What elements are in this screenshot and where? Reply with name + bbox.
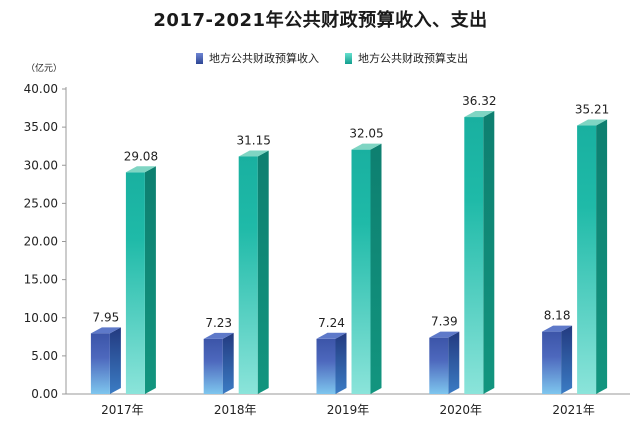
expenditure-bar-3-value-label: 32.05 xyxy=(349,127,383,141)
income-bar-2-value-label: 7.23 xyxy=(205,316,232,330)
expenditure-bar-5-front xyxy=(577,125,597,395)
y-tick-label: 40.00 xyxy=(24,82,58,96)
expenditure-bar-4-value-label: 36.32 xyxy=(462,94,496,108)
income-bar-2 xyxy=(203,332,234,394)
expenditure-bar-5 xyxy=(577,119,608,395)
income-bar-3-top xyxy=(316,332,347,339)
expenditure-bar-3-front xyxy=(351,149,371,394)
y-tick-label: 25.00 xyxy=(24,196,58,210)
income-bar-4-front xyxy=(429,337,449,394)
x-tick-label: 2019年 xyxy=(327,403,370,417)
x-tick-label: 2020年 xyxy=(440,403,483,417)
expenditure-bar-1-side xyxy=(144,166,156,394)
legend-swatch-income xyxy=(196,52,203,64)
expenditure-bar-2-value-label: 31.15 xyxy=(237,133,271,147)
expenditure-bar-4 xyxy=(464,111,495,394)
income-bar-4-side xyxy=(448,331,460,394)
expenditure-bar-2-top xyxy=(238,150,269,157)
legend-item-income: 地方公共财政预算收入 xyxy=(196,50,319,66)
income-bar-3-front xyxy=(316,338,336,394)
expenditure-bar-2-side xyxy=(257,150,269,394)
income-bar-1-front xyxy=(90,333,110,394)
x-tick-label: 2021年 xyxy=(552,403,595,417)
legend-item-expenditure: 地方公共财政预算支出 xyxy=(345,50,468,66)
income-bar-5-side xyxy=(561,325,573,394)
expenditure-bar-4-top xyxy=(464,111,495,118)
chart-title: 2017-2021年公共财政预算收入、支出 xyxy=(153,10,488,31)
expenditure-bar-3-side xyxy=(370,143,382,394)
x-tick-label: 2017年 xyxy=(101,403,144,417)
income-bar-4-top xyxy=(429,331,460,338)
y-tick-label: 35.00 xyxy=(24,120,58,134)
y-tick-label: 30.00 xyxy=(24,158,58,172)
expenditure-bar-1-front xyxy=(125,172,145,394)
income-bar-2-side xyxy=(222,332,234,394)
y-tick-label: 5.00 xyxy=(31,349,58,363)
income-bar-1-side xyxy=(109,327,121,394)
legend-label-income: 地方公共财政预算收入 xyxy=(209,52,319,65)
expenditure-bar-1-top xyxy=(125,166,156,173)
legend-swatch-expenditure xyxy=(345,52,352,64)
income-bar-4 xyxy=(429,331,460,394)
expenditure-bar-5-value-label: 35.21 xyxy=(575,103,609,117)
legend: 地方公共财政预算收入 地方公共财政预算支出 xyxy=(196,50,468,66)
income-bar-3-value-label: 7.24 xyxy=(318,316,345,330)
expenditure-bar-5-top xyxy=(577,119,608,126)
income-bar-3 xyxy=(316,332,347,394)
income-bar-5-front xyxy=(542,331,562,394)
legend-label-expenditure: 地方公共财政预算支出 xyxy=(358,52,468,65)
expenditure-bar-4-side xyxy=(483,111,495,394)
income-bar-5 xyxy=(542,325,573,394)
income-bar-1 xyxy=(90,327,121,394)
expenditure-bar-3-top xyxy=(351,143,382,150)
y-tick-label: 0.00 xyxy=(31,387,58,401)
y-tick-label: 10.00 xyxy=(24,311,58,325)
expenditure-bar-4-front xyxy=(464,117,484,394)
income-bar-2-front xyxy=(203,338,223,394)
y-tick-label: 20.00 xyxy=(24,235,58,249)
expenditure-bar-5-side xyxy=(596,119,608,395)
income-bar-2-top xyxy=(203,332,234,339)
expenditure-bar-3 xyxy=(351,143,382,394)
y-tick-label: 15.00 xyxy=(24,273,58,287)
income-bar-4-value-label: 7.39 xyxy=(431,315,458,329)
expenditure-bar-2-front xyxy=(238,156,258,394)
income-bar-3-side xyxy=(335,332,347,394)
y-unit-label: （亿元） xyxy=(26,64,63,74)
income-bar-1-value-label: 7.95 xyxy=(93,310,120,324)
expenditure-bar-1 xyxy=(125,166,156,394)
expenditure-bar-1-value-label: 29.08 xyxy=(124,149,158,163)
income-bar-1-top xyxy=(90,327,121,334)
expenditure-bar-2 xyxy=(238,150,269,394)
income-bar-5-value-label: 8.18 xyxy=(544,309,571,323)
income-bar-5-top xyxy=(542,325,573,332)
x-tick-label: 2018年 xyxy=(214,403,257,417)
